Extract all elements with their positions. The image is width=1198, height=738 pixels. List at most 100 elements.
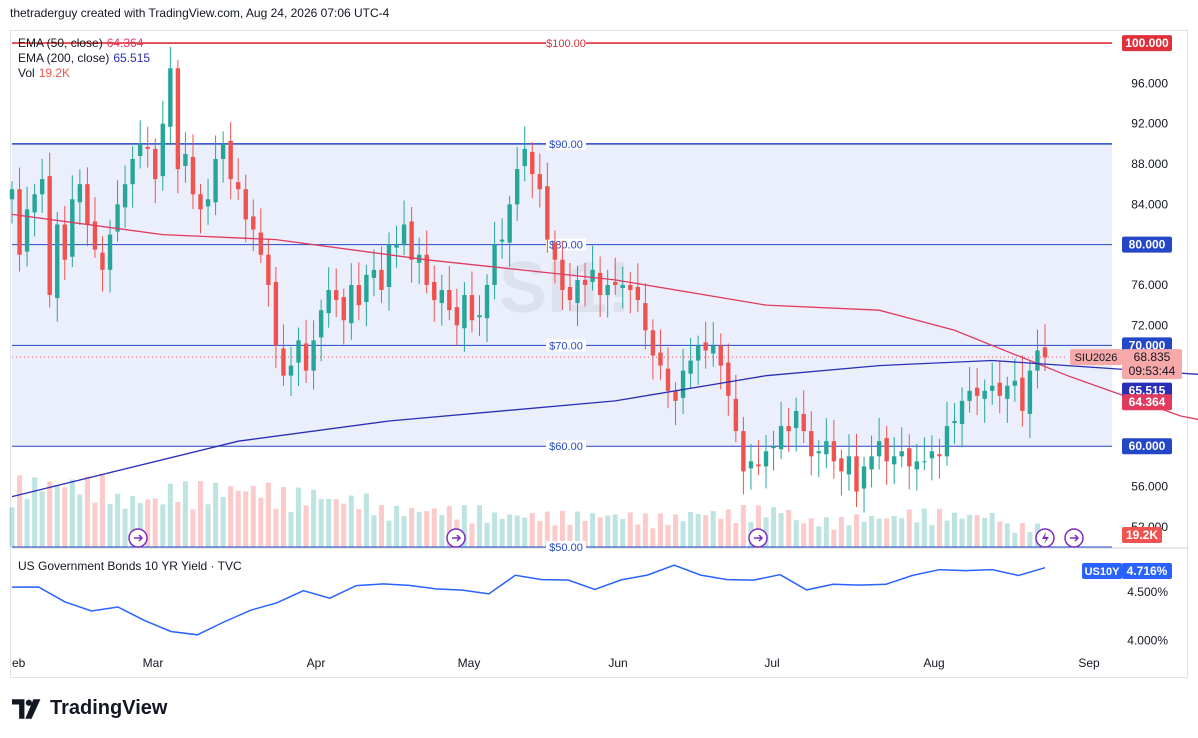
candle-body[interactable]	[341, 297, 346, 321]
candle-body[interactable]	[967, 390, 972, 401]
candle-body[interactable]	[793, 410, 799, 429]
candle-body[interactable]	[778, 426, 784, 450]
candle-body[interactable]	[552, 242, 558, 260]
candle-body[interactable]	[281, 348, 286, 376]
candle-body[interactable]	[499, 239, 505, 242]
candle-body[interactable]	[990, 385, 995, 391]
candle-body[interactable]	[711, 345, 716, 354]
candle-body[interactable]	[771, 446, 776, 449]
candle-body[interactable]	[190, 156, 196, 195]
candle-body[interactable]	[635, 286, 641, 301]
candle-body[interactable]	[258, 232, 264, 255]
candle-body[interactable]	[831, 441, 837, 462]
candle-body[interactable]	[70, 199, 75, 257]
candle-body[interactable]	[484, 284, 490, 319]
candle-body[interactable]	[959, 400, 965, 425]
candle-body[interactable]	[884, 438, 889, 462]
candle-body[interactable]	[658, 352, 663, 366]
candle-body[interactable]	[695, 345, 701, 361]
candle-body[interactable]	[514, 169, 520, 205]
candle-body[interactable]	[1035, 350, 1040, 371]
candle-body[interactable]	[854, 456, 859, 492]
candle-body[interactable]	[183, 153, 188, 167]
candle-body[interactable]	[251, 216, 256, 230]
tradingview-brand[interactable]: TradingView	[12, 697, 167, 720]
candle-body[interactable]	[326, 290, 331, 314]
candle-body[interactable]	[620, 284, 625, 288]
candle-body[interactable]	[748, 461, 754, 469]
candle-body[interactable]	[891, 456, 897, 465]
candle-body[interactable]	[597, 272, 603, 296]
candle-body[interactable]	[107, 234, 113, 270]
candle-body[interactable]	[47, 176, 52, 296]
candle-body[interactable]	[997, 382, 1002, 396]
candle-body[interactable]	[756, 464, 761, 467]
candle-body[interactable]	[650, 330, 656, 356]
candle-body[interactable]	[982, 390, 987, 399]
candle-body[interactable]	[153, 148, 158, 180]
candle-body[interactable]	[530, 151, 535, 175]
candle-body[interactable]	[432, 281, 437, 301]
candle-body[interactable]	[303, 343, 309, 371]
candle-body[interactable]	[236, 182, 241, 190]
candle-body[interactable]	[168, 68, 173, 127]
event-arrow-icon[interactable]	[446, 528, 466, 548]
candle-body[interactable]	[613, 281, 618, 285]
candle-body[interactable]	[447, 290, 452, 311]
candle-body[interactable]	[394, 244, 399, 248]
candle-body[interactable]	[643, 303, 648, 331]
event-arrow-icon[interactable]	[1064, 528, 1084, 548]
candle-body[interactable]	[680, 370, 686, 398]
candle-body[interactable]	[379, 269, 384, 290]
candle-body[interactable]	[944, 426, 950, 457]
candle-body[interactable]	[537, 174, 543, 190]
candle-body[interactable]	[137, 143, 143, 156]
candle-body[interactable]	[205, 199, 211, 207]
candle-body[interactable]	[424, 254, 429, 285]
candle-body[interactable]	[861, 466, 867, 489]
candle-body[interactable]	[334, 290, 339, 301]
candle-body[interactable]	[39, 179, 45, 195]
candle-body[interactable]	[371, 269, 377, 278]
candle-body[interactable]	[733, 398, 739, 432]
candle-body[interactable]	[567, 286, 573, 301]
candle-body[interactable]	[9, 189, 15, 200]
legend-ema50[interactable]: EMA (50, close) 64.364	[18, 36, 144, 50]
candle-body[interactable]	[1020, 377, 1025, 411]
event-arrow-icon[interactable]	[128, 528, 148, 548]
candle-body[interactable]	[160, 123, 166, 177]
candle-body[interactable]	[439, 290, 444, 304]
candle-body[interactable]	[17, 189, 22, 255]
candle-body[interactable]	[876, 441, 882, 457]
candle-body[interactable]	[816, 451, 821, 454]
candle-body[interactable]	[952, 421, 957, 424]
candle-body[interactable]	[507, 204, 512, 243]
candle-body[interactable]	[115, 204, 120, 232]
candle-body[interactable]	[92, 221, 98, 250]
candle-body[interactable]	[220, 143, 226, 159]
candle-body[interactable]	[786, 426, 791, 432]
candle-body[interactable]	[477, 315, 482, 318]
candle-body[interactable]	[718, 345, 723, 366]
candle-body[interactable]	[243, 189, 248, 220]
candle-body[interactable]	[809, 431, 814, 457]
candle-body[interactable]	[85, 184, 90, 225]
event-arrow-icon[interactable]	[748, 528, 768, 548]
candle-body[interactable]	[130, 158, 135, 185]
legend-volume[interactable]: Vol 19.2K	[18, 66, 71, 80]
candle-body[interactable]	[824, 441, 829, 455]
candle-body[interactable]	[1042, 347, 1048, 358]
candle-body[interactable]	[311, 340, 316, 371]
candle-body[interactable]	[349, 284, 354, 324]
candle-body[interactable]	[974, 387, 980, 396]
candle-body[interactable]	[228, 140, 233, 180]
candle-body[interactable]	[1012, 380, 1018, 386]
ema200-line[interactable]	[11, 359, 1198, 498]
candle-body[interactable]	[175, 68, 181, 170]
candle-body[interactable]	[318, 310, 324, 338]
candle-body[interactable]	[198, 194, 203, 210]
candle-body[interactable]	[288, 365, 294, 376]
candle-body[interactable]	[409, 221, 414, 260]
legend-ema200[interactable]: EMA (200, close) 65.515	[18, 51, 151, 65]
